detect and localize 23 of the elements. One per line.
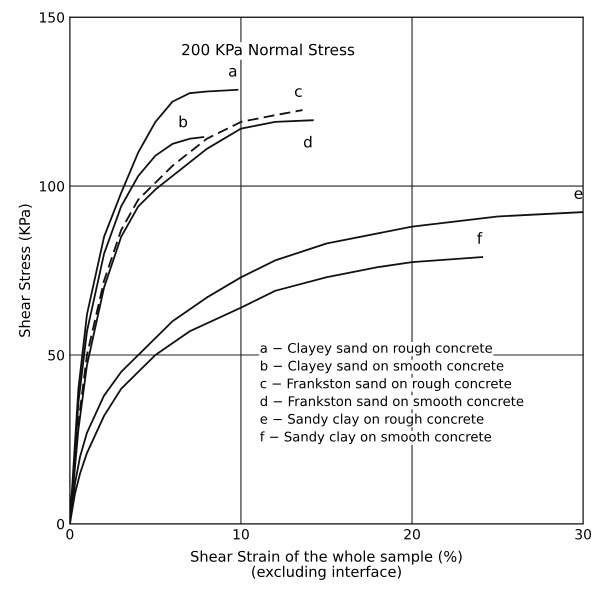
y-tick-label: 50 bbox=[48, 350, 64, 360]
y-axis-title: Shear Stress (KPa) bbox=[18, 204, 32, 337]
annotation: e − Sandy clay on rough concrete bbox=[260, 414, 484, 426]
y-tick-label: 150 bbox=[40, 12, 64, 23]
series-label: c bbox=[294, 88, 302, 97]
x-axis-title: Shear Strain of the whole sample (%) (excluding interface) bbox=[191, 550, 462, 580]
annotation: c − Frankston sand on rough concrete bbox=[260, 378, 512, 391]
series-label: b bbox=[180, 116, 188, 128]
annotation: a − Clayey sand on rough concrete bbox=[260, 342, 492, 356]
series-label: f bbox=[477, 232, 482, 244]
annotation: f − Sandy clay on smooth concrete bbox=[260, 431, 492, 444]
y-tick-label: 100 bbox=[40, 181, 64, 192]
annotation: b − Clayey sand on smooth concrete bbox=[260, 360, 504, 374]
series-label: a bbox=[229, 68, 236, 77]
series-label: e bbox=[574, 190, 582, 200]
series-label: d bbox=[304, 136, 312, 148]
annotation: d − Frankston sand on smooth concrete bbox=[260, 396, 524, 406]
x-tick-label: 30 bbox=[575, 529, 592, 540]
y-tick-label: 0 bbox=[57, 518, 64, 530]
x-tick-label: 0 bbox=[66, 529, 74, 540]
x-tick-label: 20 bbox=[404, 529, 420, 540]
x-tick-label: 10 bbox=[234, 529, 249, 540]
text: 200 KPa Normal Stress bbox=[182, 44, 354, 56]
